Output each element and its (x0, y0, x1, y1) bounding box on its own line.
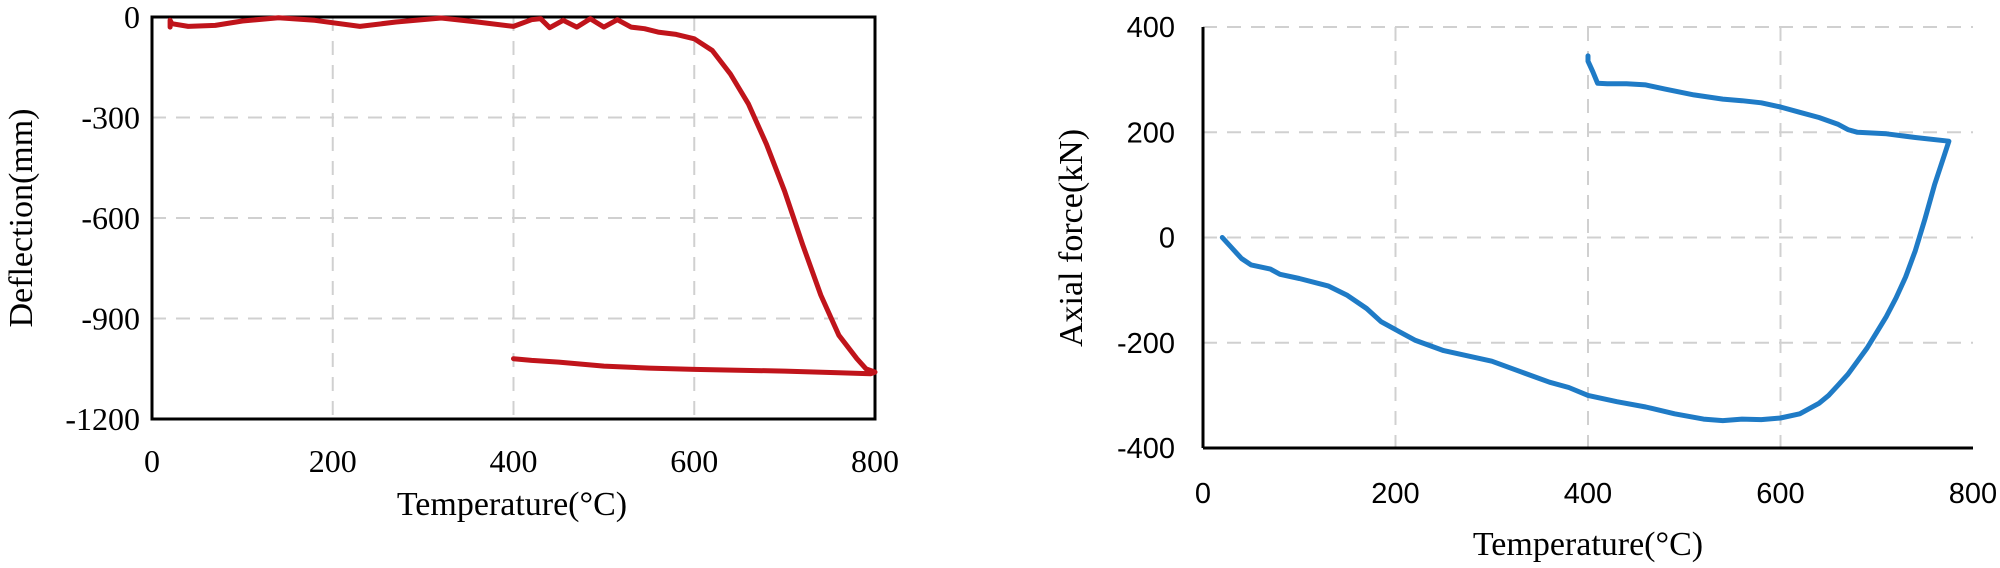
deflection-chart: 0 -300 -600 -900 -1200 0 200 400 600 800 Tempera… (3, 0, 899, 523)
deflection-x-tick-label: 0 (144, 443, 160, 479)
axial-force-x-tick-label: 600 (1756, 478, 1804, 510)
axial-force-y-axis-label: Axial force(kN) (1053, 129, 1090, 347)
axial-force-y-tick-label: -400 (1117, 433, 1175, 465)
deflection-x-axis-label: Temperature(°C) (397, 486, 627, 523)
deflection-x-tick-label: 200 (309, 443, 357, 479)
deflection-y-tick-label: -300 (81, 100, 140, 136)
deflection-x-tick-label: 800 (851, 443, 899, 479)
axial-force-x-axis-label: Temperature(°C) (1473, 526, 1703, 563)
deflection-y-tick-label: 0 (124, 0, 140, 35)
axial-force-x-tick-label: 800 (1949, 478, 1997, 510)
axial-force-series-line (1219, 53, 1952, 424)
deflection-plot-frame (150, 15, 877, 421)
deflection-x-tick-label: 600 (670, 443, 718, 479)
axial-force-y-tick-label: 0 (1159, 223, 1175, 255)
axial-force-chart: 400 200 0 -200 -400 0 200 400 600 800 Temperatur… (1053, 12, 1997, 563)
axial-force-x-tick-label: 200 (1371, 478, 1419, 510)
axial-force-x-tick-label: 0 (1195, 478, 1211, 510)
deflection-series-line (167, 15, 878, 377)
deflection-y-tick-label: -900 (81, 301, 140, 337)
deflection-y-axis-label: Deflection(mm) (3, 108, 40, 327)
axial-force-y-tick-label: 200 (1127, 117, 1175, 149)
axial-force-y-tick-label: -200 (1117, 328, 1175, 360)
deflection-y-tick-label: -1200 (65, 401, 140, 437)
deflection-y-tick-label: -600 (81, 200, 140, 236)
axial-force-x-tick-label: 400 (1564, 478, 1612, 510)
axial-force-y-tick-label: 400 (1127, 12, 1175, 44)
deflection-x-tick-label: 400 (490, 443, 538, 479)
